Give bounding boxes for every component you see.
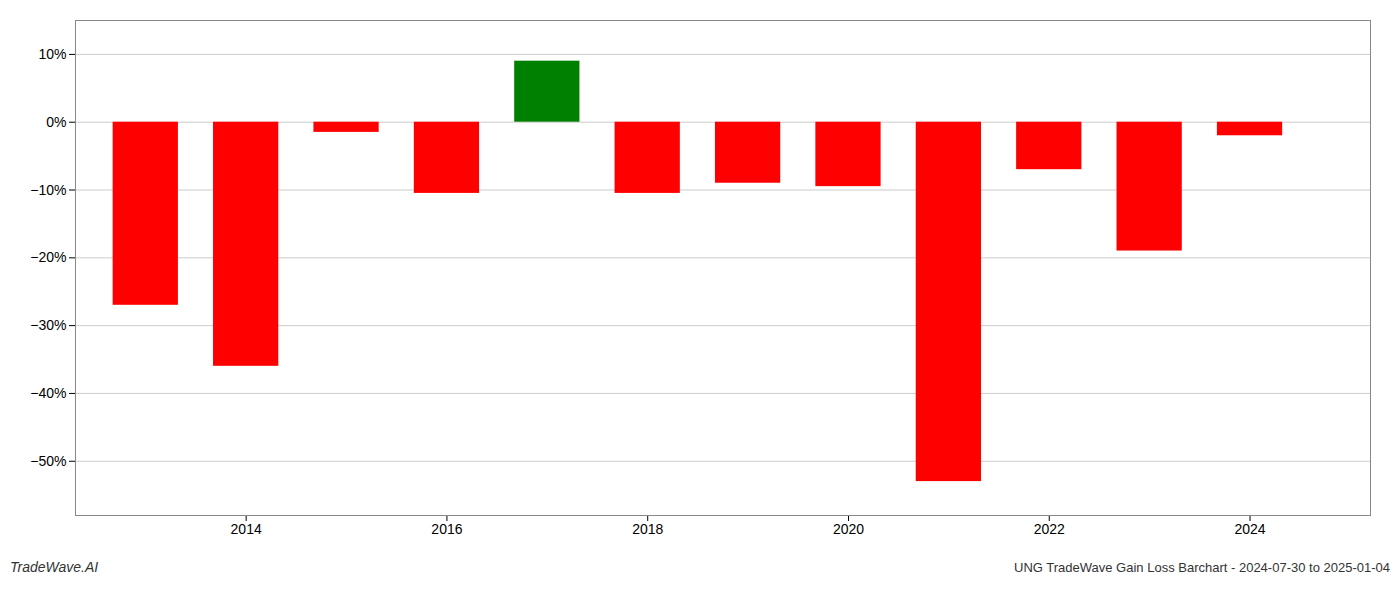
svg-text:2024: 2024	[1234, 521, 1265, 537]
svg-text:−20%: −20%	[30, 249, 66, 265]
svg-text:−40%: −40%	[30, 385, 66, 401]
svg-text:0%: 0%	[46, 114, 66, 130]
svg-text:2018: 2018	[632, 521, 663, 537]
svg-text:2014: 2014	[231, 521, 262, 537]
html-text:UNG TradeWave Gain Loss Barcha: UNG TradeWave Gain Loss Barchart - 2024-…	[1014, 560, 1390, 575]
svg-text:−50%: −50%	[30, 453, 66, 469]
svg-text:−10%: −10%	[30, 182, 66, 198]
svg-text:−30%: −30%	[30, 317, 66, 333]
svg-text:2016: 2016	[431, 521, 462, 537]
html-text:TradeWave.AI: TradeWave.AI	[10, 559, 99, 575]
svg-text:10%: 10%	[38, 46, 66, 62]
svg-text:2022: 2022	[1034, 521, 1065, 537]
svg-text:2020: 2020	[833, 521, 864, 537]
